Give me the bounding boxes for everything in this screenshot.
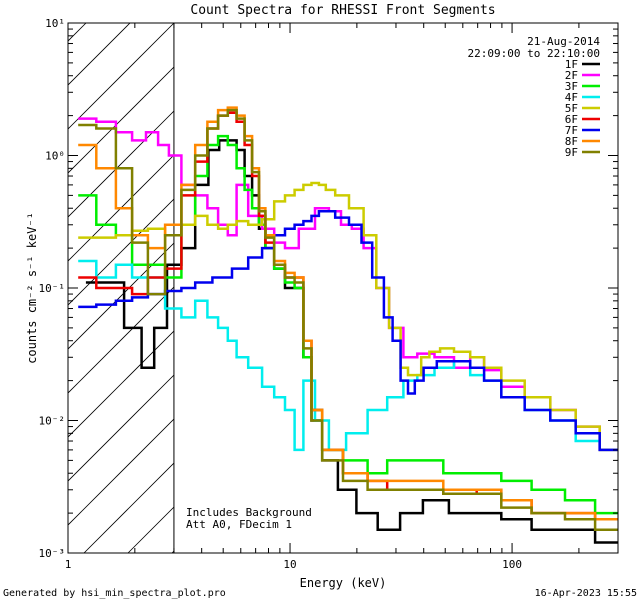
y-tick-label: 10⁻³ (39, 547, 66, 560)
series-9F (78, 108, 618, 531)
series-5F (78, 181, 618, 452)
legend-label-5F: 5F (565, 102, 578, 115)
hatch-mask (173, 23, 618, 553)
axis-ticks (67, 23, 619, 554)
footer-timestamp: 16-Apr-2023 15:55 (535, 588, 637, 599)
footer-generated: Generated by hsi_min_spectra_plot.pro (3, 588, 226, 599)
hatched-region (68, 23, 618, 553)
x-tick-label: 1 (65, 558, 72, 571)
legend-label-3F: 3F (565, 80, 578, 93)
y-axis-label: counts cm⁻² s⁻¹ keV⁻¹ (25, 212, 39, 364)
annotation-attenuator: Att A0, FDecim 1 (186, 518, 292, 531)
chart-title: Count Spectra for RHESSI Front Segments (190, 3, 495, 18)
series-7F (78, 209, 618, 452)
legend-label-1F: 1F (565, 58, 578, 71)
hatch-line (68, 23, 175, 130)
hatch-line (68, 23, 219, 174)
legend-label-4F: 4F (565, 91, 578, 104)
legend-label-9F: 9F (565, 146, 578, 159)
legend-label-8F: 8F (565, 135, 578, 148)
y-tick-label: 10⁻² (39, 415, 66, 428)
y-tick-label: 10⁻¹ (39, 282, 66, 295)
axis-tick-labels: 1 10 100 10⁻³ 10⁻² 10⁻¹ 10⁰ 10¹ (39, 17, 523, 571)
x-axis-label: Energy (keV) (300, 576, 387, 590)
legend-label-6F: 6F (565, 113, 578, 126)
series-layer (78, 106, 618, 544)
time-range-label: 22:09:00 to 22:10:00 (468, 47, 600, 60)
date-label: 21-Aug-2014 (527, 35, 600, 48)
x-tick-label: 10 (283, 558, 296, 571)
y-tick-label: 10⁰ (45, 150, 65, 163)
y-tick-label: 10¹ (45, 17, 65, 30)
x-tick-label: 100 (502, 558, 522, 571)
annotation-background: Includes Background (186, 506, 312, 519)
legend-label-7F: 7F (565, 124, 578, 137)
legend-label-2F: 2F (565, 69, 578, 82)
